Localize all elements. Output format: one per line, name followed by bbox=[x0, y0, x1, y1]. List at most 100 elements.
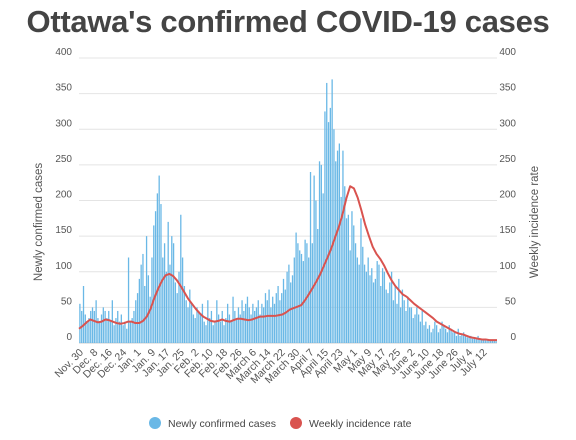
bar bbox=[488, 340, 490, 343]
bar bbox=[282, 278, 285, 344]
bar bbox=[385, 289, 387, 343]
bar bbox=[214, 321, 216, 344]
chart-title: Ottawa's confirmed COVID-19 cases bbox=[26, 4, 550, 39]
bar bbox=[367, 257, 369, 343]
bar bbox=[435, 325, 438, 343]
bar bbox=[288, 264, 290, 344]
bar bbox=[403, 300, 405, 343]
bar bbox=[389, 282, 391, 343]
legend-item-incidence[interactable]: Weekly incidence rate bbox=[290, 417, 412, 430]
bar bbox=[99, 321, 101, 344]
bar bbox=[237, 307, 240, 344]
y-left-tick-label: 150 bbox=[55, 225, 72, 236]
bar bbox=[318, 161, 321, 343]
legend-label-cases: Newly confirmed cases bbox=[168, 418, 276, 430]
bar bbox=[374, 278, 377, 344]
bar bbox=[401, 289, 404, 343]
y-axis-left: 0 50 100 150 200 250 300 350 400 bbox=[55, 47, 72, 343]
bar bbox=[135, 300, 137, 343]
bar bbox=[201, 303, 204, 343]
bar bbox=[169, 264, 171, 344]
bar bbox=[120, 314, 122, 343]
legend-marker-cases bbox=[149, 417, 161, 429]
bar bbox=[461, 334, 463, 343]
incidence-line bbox=[78, 185, 497, 342]
bar bbox=[414, 314, 416, 343]
bar bbox=[419, 321, 422, 344]
bar bbox=[416, 307, 418, 344]
bar bbox=[136, 293, 139, 344]
bar bbox=[428, 325, 431, 343]
y-right-tick-label: 150 bbox=[499, 225, 516, 236]
bar bbox=[264, 293, 267, 344]
bar bbox=[91, 307, 94, 344]
bar bbox=[145, 236, 148, 344]
bar bbox=[230, 321, 232, 344]
bar bbox=[448, 325, 450, 343]
bar bbox=[281, 293, 283, 344]
y-right-tick-label: 0 bbox=[510, 332, 516, 343]
bar bbox=[210, 310, 213, 343]
bar bbox=[437, 332, 440, 343]
bar bbox=[313, 175, 315, 343]
bar bbox=[349, 250, 351, 344]
y-right-tick-label: 100 bbox=[499, 261, 516, 272]
bar bbox=[295, 232, 297, 343]
bar bbox=[286, 271, 288, 343]
bar bbox=[228, 314, 231, 343]
bar bbox=[466, 337, 468, 343]
bar bbox=[380, 286, 382, 343]
bar bbox=[356, 257, 359, 343]
bar bbox=[207, 300, 209, 343]
bar bbox=[421, 310, 423, 343]
bar bbox=[84, 314, 86, 343]
line-series-weekly-incidence-rate bbox=[78, 185, 497, 342]
bar bbox=[475, 339, 477, 343]
bar bbox=[441, 321, 443, 344]
bar bbox=[300, 253, 303, 343]
bar bbox=[432, 328, 434, 343]
bar bbox=[115, 318, 117, 343]
bar bbox=[423, 325, 425, 343]
bar bbox=[491, 340, 494, 343]
bar bbox=[245, 303, 247, 343]
bar bbox=[434, 321, 436, 344]
bar bbox=[261, 303, 263, 343]
bar bbox=[470, 335, 472, 344]
bar bbox=[293, 257, 295, 343]
bar bbox=[174, 282, 177, 343]
bar bbox=[331, 79, 333, 344]
bar bbox=[408, 307, 411, 344]
bar bbox=[360, 218, 362, 343]
legend-item-cases[interactable]: Newly confirmed cases bbox=[149, 417, 276, 430]
bar bbox=[372, 282, 375, 343]
bar bbox=[358, 264, 360, 344]
bar bbox=[127, 257, 130, 343]
bar bbox=[464, 335, 467, 344]
bar bbox=[454, 332, 456, 343]
bar bbox=[275, 293, 277, 344]
bar bbox=[315, 200, 317, 343]
bar bbox=[158, 175, 160, 343]
bar bbox=[327, 122, 330, 344]
bar bbox=[156, 193, 159, 344]
bar bbox=[452, 332, 454, 343]
bar bbox=[178, 271, 180, 343]
bar bbox=[450, 328, 452, 343]
bar bbox=[273, 303, 276, 343]
bar bbox=[309, 172, 312, 343]
bar bbox=[255, 307, 258, 344]
y-left-tick-label: 50 bbox=[61, 296, 73, 307]
bar bbox=[333, 129, 335, 343]
bar bbox=[383, 271, 386, 343]
bar bbox=[468, 337, 470, 343]
bar bbox=[171, 236, 173, 344]
bar bbox=[347, 214, 350, 343]
bar bbox=[198, 310, 200, 343]
bar bbox=[223, 325, 225, 343]
bar bbox=[236, 318, 238, 343]
bar bbox=[479, 338, 481, 343]
bar bbox=[234, 310, 236, 343]
bar bbox=[394, 286, 396, 343]
bar bbox=[190, 303, 193, 343]
